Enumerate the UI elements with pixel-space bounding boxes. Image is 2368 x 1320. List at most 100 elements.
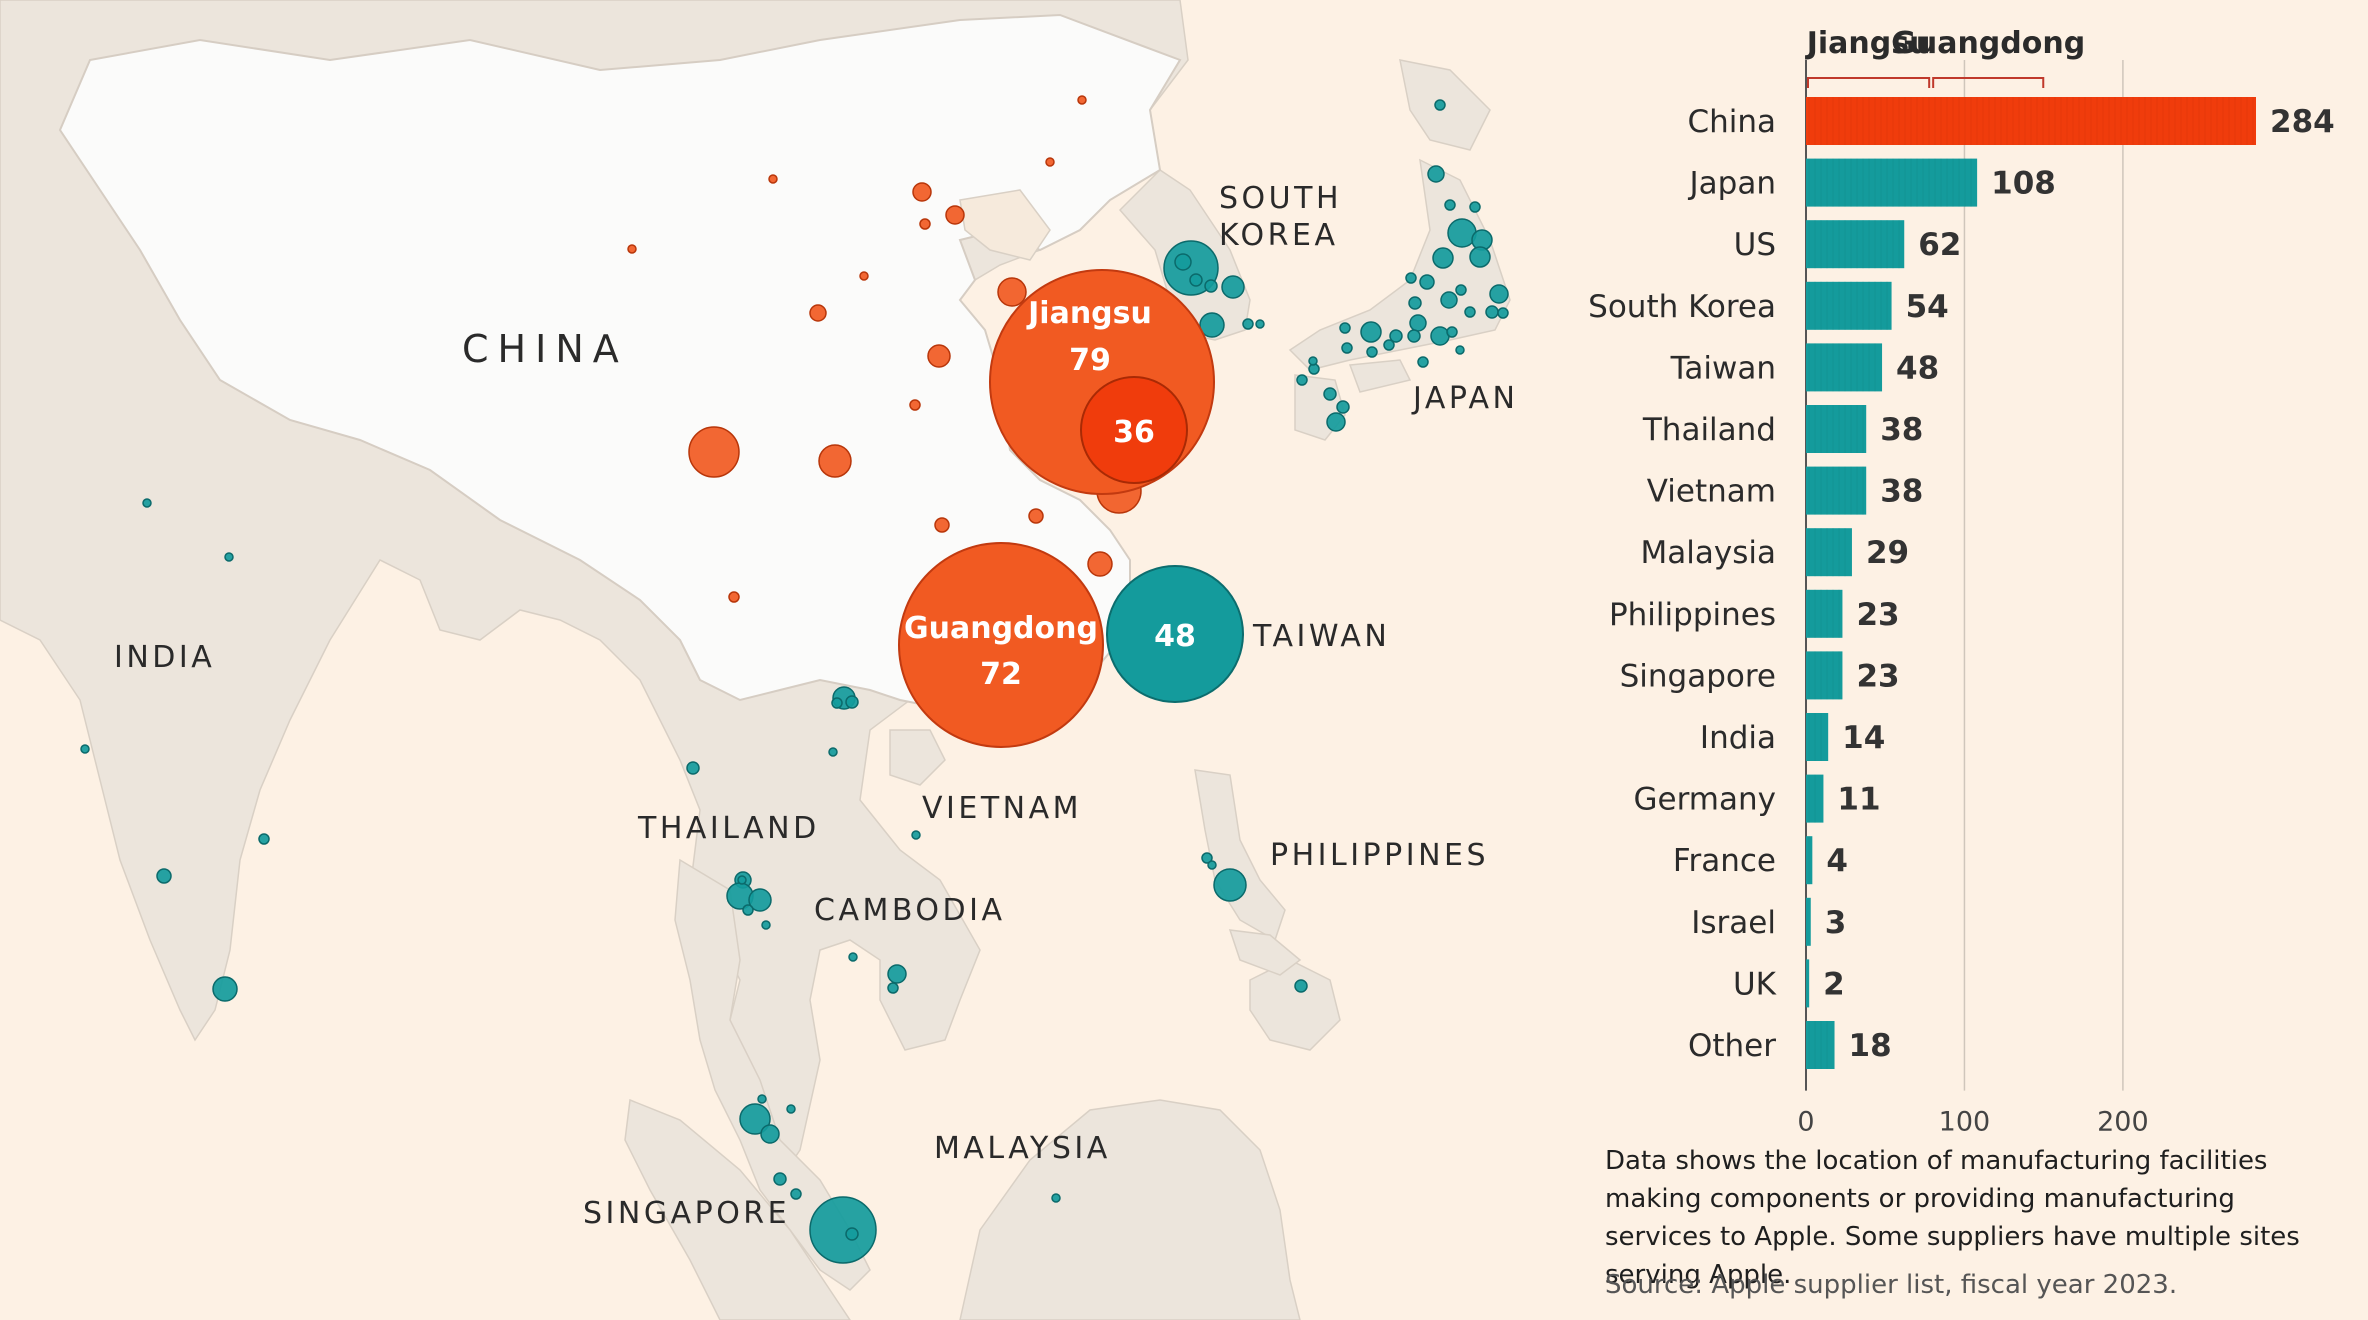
china-site-marker [1077, 95, 1087, 105]
value-label: 3 [1825, 905, 1847, 941]
site-marker [1255, 319, 1265, 329]
category-label: Japan [1688, 166, 1776, 202]
china-site-marker [927, 344, 951, 368]
value-label: 18 [1849, 1028, 1892, 1064]
site-marker [1051, 1193, 1061, 1203]
site-marker [790, 1188, 802, 1200]
china-land [58, 13, 1182, 722]
site-marker [1444, 199, 1456, 211]
value-label: 38 [1880, 412, 1923, 448]
supplier-map: Jiangsu 79 36 Guangdong 72 48 CHINA SOUT… [0, 0, 1515, 1320]
site-marker [212, 976, 238, 1002]
china-site-marker [809, 304, 827, 322]
china-site-marker [997, 277, 1027, 307]
site-marker [773, 1172, 787, 1186]
site-marker [848, 952, 858, 962]
bar-malaysia [1806, 528, 1852, 577]
site-marker [1419, 274, 1435, 290]
category-label: India [1700, 720, 1776, 756]
category-label: Taiwan [1670, 350, 1776, 386]
site-marker [748, 888, 772, 912]
china-site-marker [909, 399, 921, 411]
site-marker [1213, 868, 1247, 902]
bubble-taiwan: 48 [1106, 565, 1244, 703]
site-markers [80, 95, 1509, 1264]
category-label: Germany [1634, 782, 1776, 818]
site-marker [1464, 306, 1476, 318]
sumatra [624, 1098, 851, 1320]
guangdong-bubble-name: Guangdong [904, 611, 1098, 646]
site-marker [786, 1104, 796, 1114]
category-label: Israel [1691, 905, 1776, 941]
shikoku [1348, 359, 1412, 393]
site-marker [809, 1196, 877, 1264]
category-label: Other [1688, 1028, 1776, 1064]
site-marker [1408, 296, 1422, 310]
site-marker [1383, 339, 1395, 351]
category-label: US [1734, 227, 1776, 263]
site-marker [1432, 247, 1454, 269]
site-marker [1163, 240, 1219, 296]
site-marker [1360, 321, 1382, 343]
bar-japan [1806, 158, 1978, 207]
china-site-marker [1087, 551, 1113, 577]
value-label: 29 [1866, 535, 1909, 571]
site-marker [1497, 307, 1509, 319]
label-south-korea-line2: KOREA [1219, 218, 1338, 253]
shanghai-bubble-value: 36 [1113, 415, 1155, 450]
site-marker [1485, 305, 1499, 319]
label-thailand: THAILAND [637, 811, 820, 846]
x-tick-label: 100 [1939, 1107, 1991, 1138]
site-marker [828, 747, 838, 757]
bar-india [1806, 713, 1829, 761]
bar-other [1806, 1021, 1835, 1069]
bohai-gulf [959, 189, 1051, 261]
value-label: 2 [1823, 966, 1845, 1002]
label-philippines: PHILIPPINES [1270, 838, 1489, 873]
site-marker [1469, 201, 1481, 213]
site-marker [911, 830, 921, 840]
x-tick-label: 0 [1797, 1107, 1814, 1138]
borneo [959, 1099, 1301, 1320]
chart-source: Source: Apple supplier list, fiscal year… [1605, 1270, 2178, 1300]
bar-philippines [1806, 589, 1843, 638]
china-site-marker [768, 174, 778, 184]
site-marker [737, 875, 747, 885]
site-marker [1434, 99, 1446, 111]
china-site-marker [1028, 508, 1044, 524]
site-marker [1308, 356, 1318, 366]
bar-israel [1806, 897, 1811, 946]
category-label: UK [1733, 966, 1777, 1002]
china-site-marker [912, 182, 932, 202]
site-marker [258, 833, 270, 845]
bar-uk [1806, 959, 1810, 1008]
site-marker [1221, 275, 1245, 299]
site-marker [1201, 852, 1213, 864]
bar-vietnam [1806, 466, 1867, 515]
china-site-marker [1045, 157, 1055, 167]
category-label: China [1687, 104, 1776, 140]
site-marker [1440, 291, 1458, 309]
site-marker [142, 498, 152, 508]
site-marker [1430, 326, 1450, 346]
x-tick-label: 200 [2097, 1107, 2149, 1138]
site-marker [1427, 165, 1445, 183]
value-label: 4 [1826, 843, 1848, 879]
bracket-label-guangdong: Guangdong [1891, 26, 2085, 61]
label-south-korea-line1: SOUTH [1219, 181, 1342, 216]
shanghai-bubble-circle [1080, 376, 1188, 484]
bracket-jiangsu [1807, 77, 1931, 88]
category-label: Malaysia [1641, 535, 1776, 571]
site-marker [1174, 253, 1192, 271]
site-marker [1189, 273, 1203, 287]
chart-gridlines [1805, 60, 2124, 1091]
value-label: 62 [1918, 227, 1961, 263]
site-marker [1336, 400, 1350, 414]
label-malaysia: MALAYSIA [934, 1131, 1111, 1166]
site-marker [1409, 314, 1427, 332]
guangdong-bubble-value: 72 [980, 657, 1022, 692]
bar-thailand [1806, 405, 1867, 453]
category-label: Vietnam [1647, 474, 1776, 510]
site-marker [757, 1094, 767, 1104]
